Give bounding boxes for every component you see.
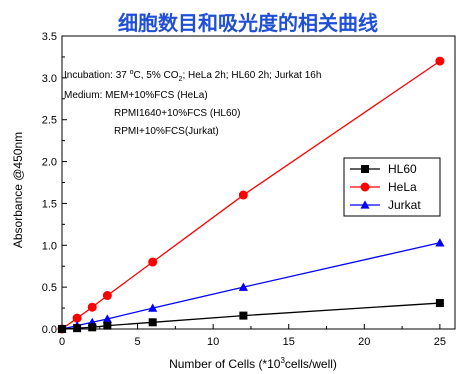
y-tick-label: 2.0: [42, 157, 57, 169]
y-axis: 0.0 0.5 1.0 1.5 2.0 2.5 3.0 3.5: [42, 31, 67, 336]
x-tick-label: 5: [135, 336, 141, 348]
legend-item-hl60: HL60: [350, 162, 417, 176]
y-tick-label: 0.0: [42, 324, 57, 336]
x-axis-label: Number of Cells (*103cells/well): [169, 356, 337, 371]
y-tick-label: 2.5: [42, 115, 57, 127]
y-tick-label: 1.0: [42, 240, 57, 252]
annotation-block: Incubation: 37 oC, 5% CO2; HeLa 2h; HL60…: [64, 69, 321, 137]
legend-label: HL60: [388, 162, 417, 176]
data-point-hela: [435, 56, 445, 66]
legend-marker: [361, 165, 369, 173]
data-point-hela: [72, 313, 82, 323]
x-axis-label-sup: 3: [280, 356, 285, 365]
legend-marker: [360, 182, 370, 192]
annotation-medium-jurkat: RPMI+10%FCS(Jurkat): [114, 126, 219, 137]
data-point-hela: [87, 302, 97, 312]
legend: HL60 HeLa Jurkat: [343, 157, 441, 217]
x-axis: 0 5 10 15 20 25: [59, 324, 446, 348]
data-point-hl60: [58, 325, 66, 333]
series-hl60: [58, 299, 444, 333]
y-tick-label: 3.5: [42, 31, 57, 43]
x-tick-label: 25: [434, 336, 446, 348]
legend-item-jurkat: Jurkat: [350, 198, 421, 212]
data-point-jurkat: [148, 303, 158, 312]
series-jurkat: [57, 238, 445, 333]
series-layer: [57, 56, 445, 334]
data-point-hl60: [239, 311, 248, 320]
series-line-jurkat: [61, 242, 441, 330]
data-point-hela: [148, 257, 158, 267]
y-axis-label: Absorbance @450nm: [11, 132, 25, 248]
series-hela: [57, 56, 445, 334]
data-point-hl60: [435, 299, 444, 308]
data-point-hl60: [73, 324, 82, 333]
data-point-hl60: [103, 321, 112, 330]
data-point-jurkat: [435, 238, 445, 247]
y-tick-label: 1.5: [42, 198, 57, 210]
y-tick-label: 3.0: [42, 73, 57, 85]
legend-item-hela: HeLa: [350, 180, 417, 194]
annotation-medium-hela: Medium: MEM+10%FCS (HeLa): [64, 90, 208, 101]
annotation-incubation: Incubation: 37 oC, 5% CO2; HeLa 2h; HL60…: [64, 69, 321, 83]
x-axis-label-tail: cells/well): [285, 357, 337, 371]
legend-marker: [360, 200, 370, 209]
legend-label: HeLa: [388, 180, 417, 194]
data-point-jurkat: [102, 314, 112, 323]
y-tick-label: 0.5: [42, 282, 57, 294]
x-tick-label: 15: [283, 336, 295, 348]
data-point-jurkat: [238, 282, 248, 291]
x-tick-label: 0: [59, 336, 65, 348]
data-point-hl60: [148, 318, 157, 327]
x-tick-label: 20: [358, 336, 370, 348]
x-axis-label-main: Number of Cells (*10: [169, 357, 281, 371]
data-point-hela: [238, 190, 248, 200]
annotation-medium-hl60: RPMI1640+10%FCS (HL60): [114, 108, 240, 119]
data-point-hela: [102, 291, 112, 301]
legend-label: Jurkat: [388, 198, 421, 212]
chart-title: 细胞数目和吸光度的相关曲线: [118, 11, 378, 35]
x-tick-label: 10: [207, 336, 219, 348]
data-point-hl60: [88, 323, 97, 332]
